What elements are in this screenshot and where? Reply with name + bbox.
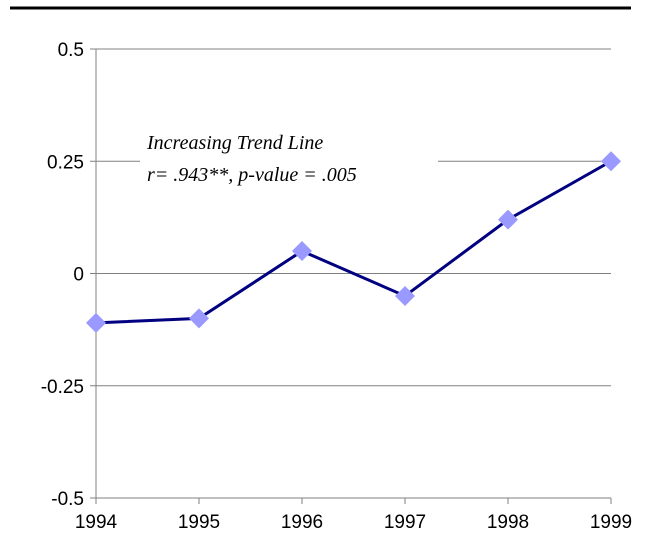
x-tick-label: 1998 [487, 512, 529, 533]
y-tick-label: 0.25 [47, 152, 84, 173]
y-tick-label: 0.5 [58, 40, 84, 61]
x-tick-label: 1996 [281, 512, 323, 533]
x-tick-label: 1999 [590, 512, 632, 533]
series-line [95, 159, 612, 325]
marker [292, 241, 312, 262]
marker [498, 209, 518, 230]
marker [395, 285, 415, 306]
marker [189, 308, 209, 329]
annotation-box [140, 125, 438, 191]
x-tick-label: 1994 [75, 512, 118, 533]
x-tick-label: 1995 [178, 512, 220, 533]
y-tick-label: 0 [73, 265, 84, 286]
y-tick-label: -0.25 [41, 377, 84, 398]
annotation: Increasing Trend Line [146, 132, 323, 154]
marker [601, 151, 621, 172]
x-tick-label: 1997 [384, 512, 426, 533]
y-tick-label: -0.5 [51, 489, 84, 510]
annotation: r= .943**, p-value = .005 [147, 164, 357, 186]
marker [86, 312, 106, 333]
